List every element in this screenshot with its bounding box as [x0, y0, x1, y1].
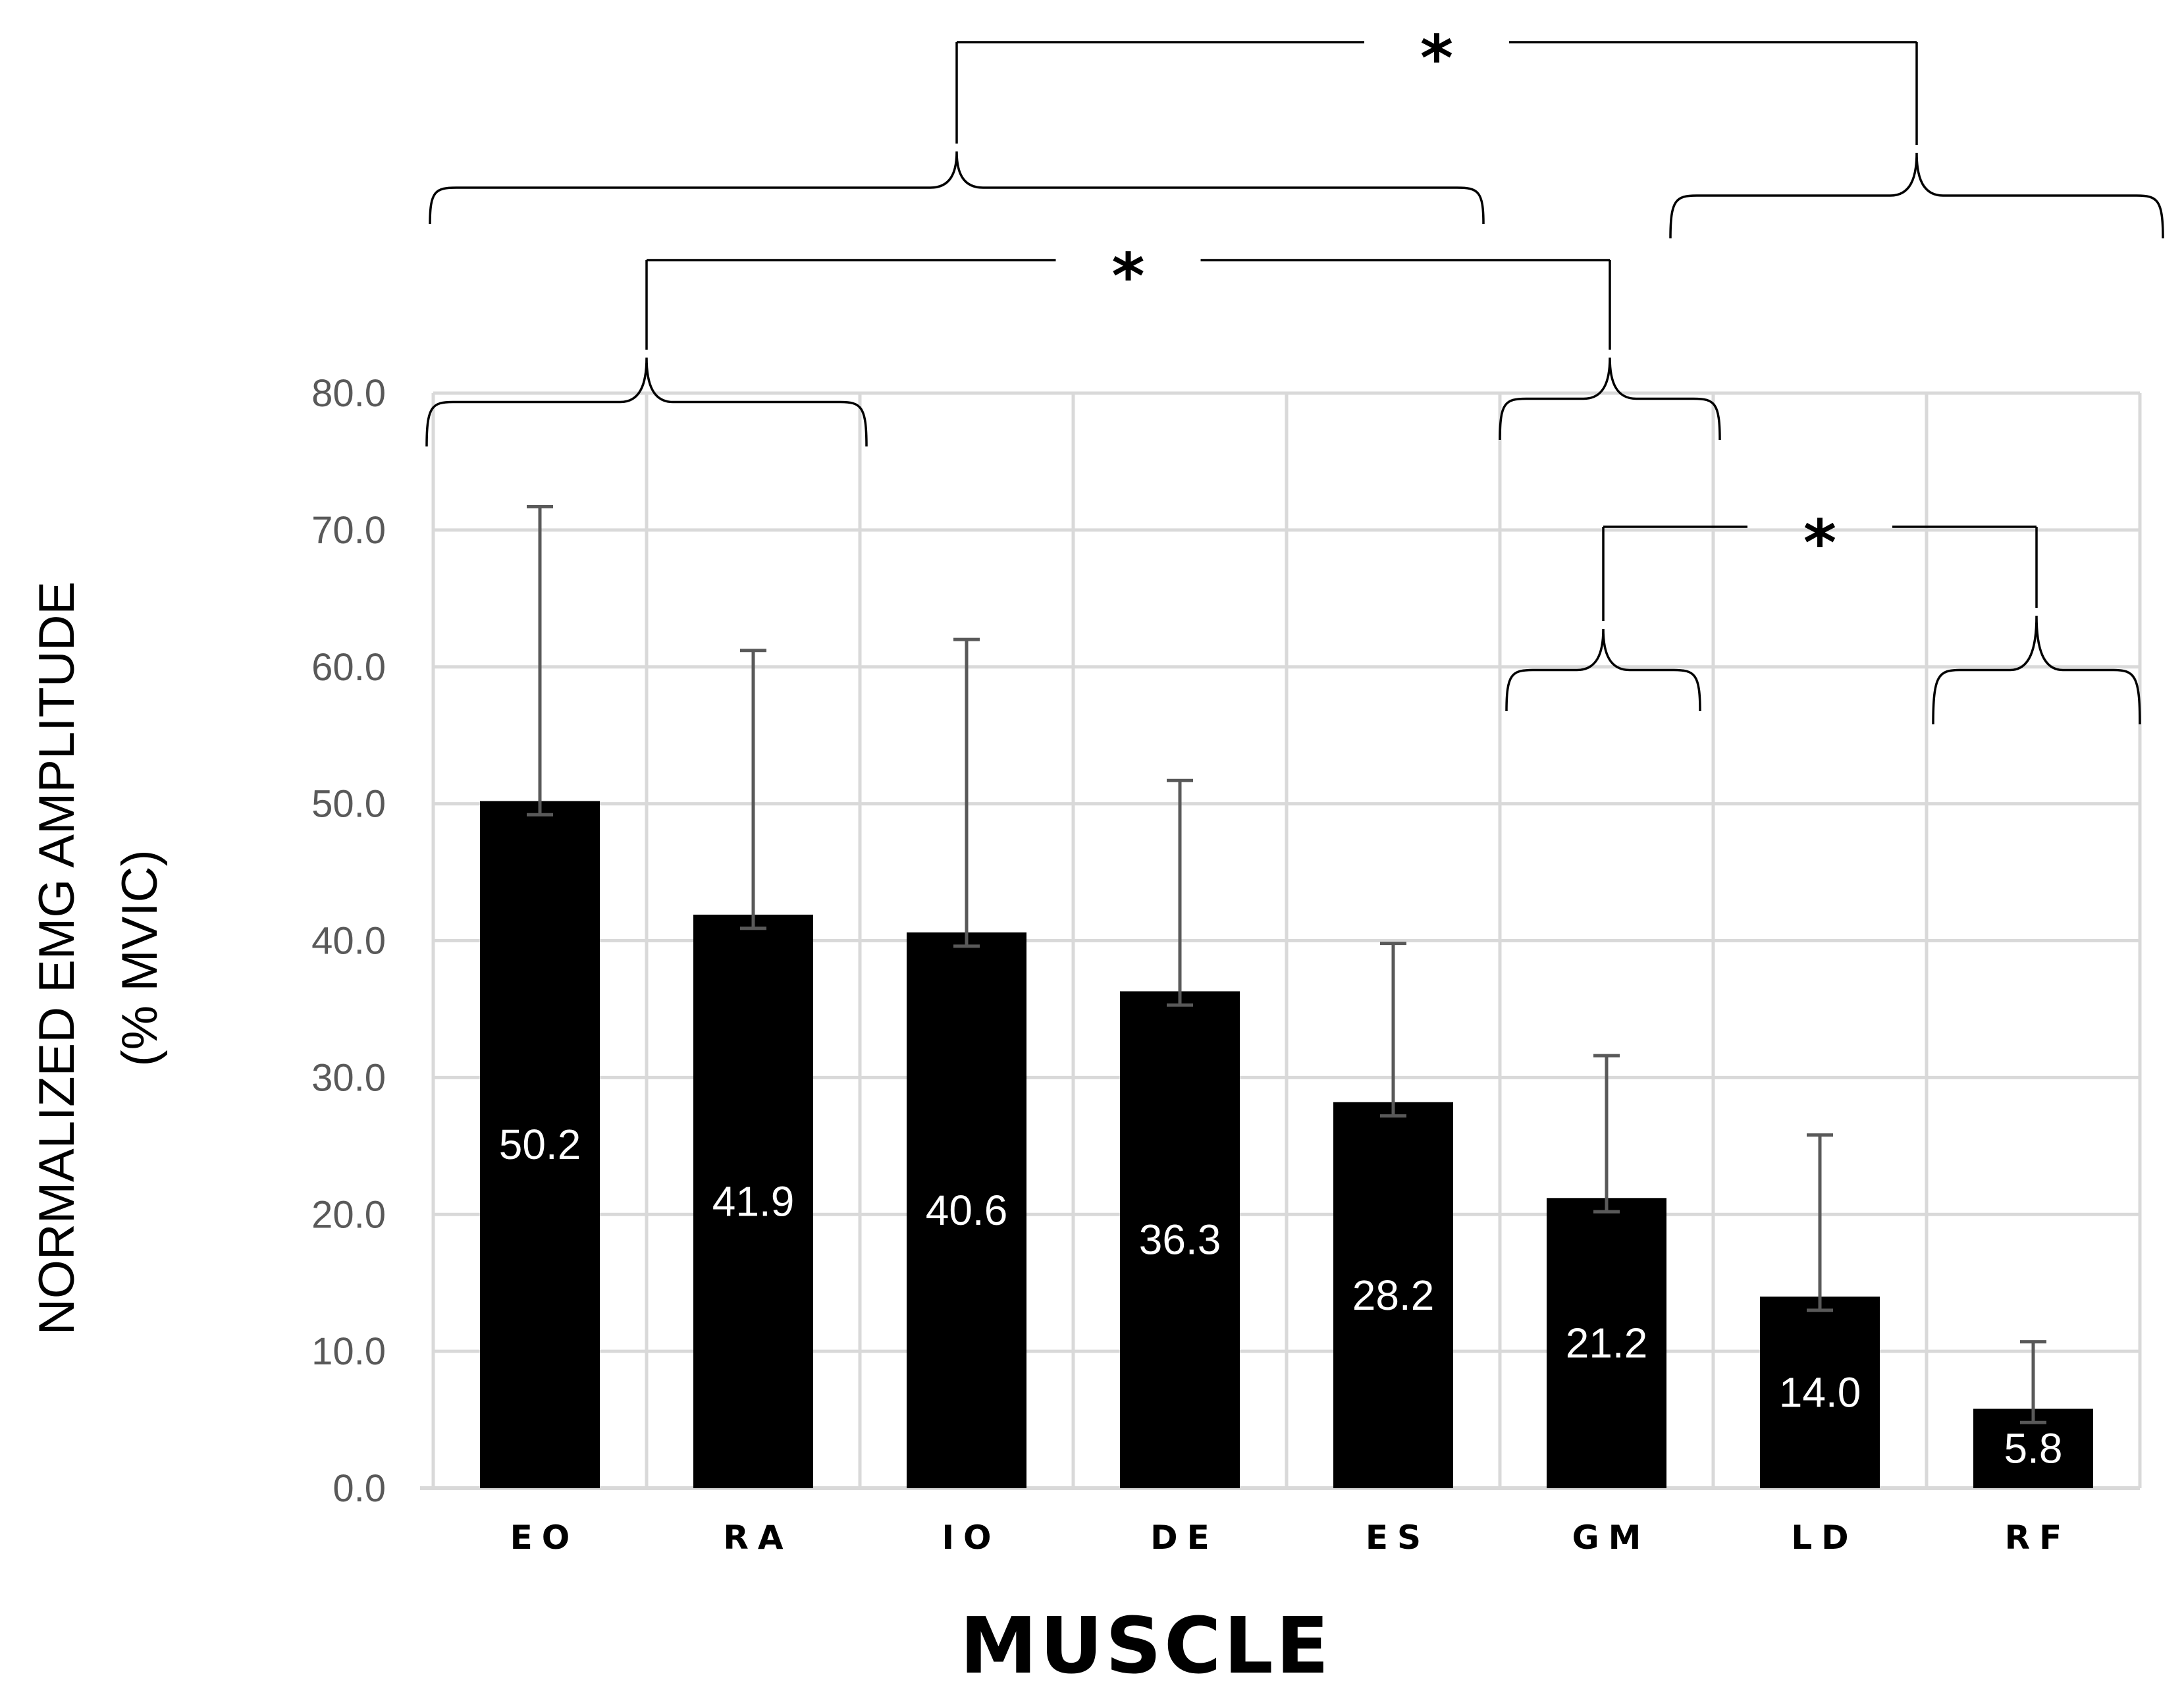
y-tick-label-0: 0.0: [333, 1467, 386, 1510]
error-bars-layer: [527, 505, 2046, 1424]
error-bar-de: [1167, 778, 1193, 1007]
error-bar-io: [953, 637, 980, 948]
y-tick-label-6: 60.0: [311, 646, 386, 689]
value-label-ra: 41.9: [712, 1178, 795, 1225]
brace-group-eo-ra: [425, 357, 868, 447]
significance-layer: * * *: [425, 22, 2164, 725]
y-tick-label-3: 30.0: [311, 1056, 386, 1099]
error-bar-eo: [527, 505, 553, 817]
bar-ld: [1760, 1296, 1880, 1488]
error-bar-rf: [2020, 1340, 2046, 1424]
sig-bracket-3-asterisk: *: [1803, 506, 1836, 580]
x-tick-label-ld: LD: [1791, 1518, 1857, 1557]
bar-es: [1333, 1102, 1453, 1488]
value-label-ld: 14.0: [1779, 1368, 1861, 1416]
grid-layer: 0.0 10.0 20.0 30.0 40.0 50.0 60.0 70.0 80.0: [311, 372, 2142, 1510]
x-tick-label-eo: EO: [510, 1518, 579, 1557]
sig-bracket-1: *: [955, 22, 1918, 145]
bars-layer: [480, 801, 2093, 1488]
x-tick-label-io: IO: [942, 1518, 1000, 1557]
error-bar-ra: [740, 649, 766, 930]
value-label-io: 40.6: [926, 1187, 1008, 1234]
error-bar-es: [1380, 942, 1406, 1118]
y-axis-title-line1: NORMALIZED EMG AMPLITUDE: [29, 581, 85, 1335]
sig-bracket-3: *: [1602, 506, 2038, 621]
bar-gm: [1547, 1198, 1666, 1488]
y-tick-label-7: 70.0: [311, 509, 386, 552]
bar-io: [907, 932, 1026, 1488]
brace-rf: [1932, 615, 2141, 725]
value-label-gm: 21.2: [1566, 1320, 1648, 1367]
y-tick-label-2: 20.0: [311, 1193, 386, 1236]
brace-group-ld-rf: [1669, 152, 2164, 239]
x-axis-title: MUSCLE: [960, 1600, 1332, 1691]
bar-ra: [693, 915, 813, 1488]
y-tick-label-8: 80.0: [311, 372, 386, 415]
brace-group-gm: [1499, 357, 1721, 441]
x-tick-label-de: DE: [1150, 1518, 1219, 1557]
sig-bracket-2: *: [645, 240, 1611, 350]
value-label-rf: 5.8: [2004, 1425, 2063, 1472]
value-label-es: 28.2: [1352, 1272, 1435, 1319]
sig-bracket-1-asterisk: *: [1420, 22, 1453, 95]
value-label-eo: 50.2: [499, 1121, 581, 1168]
x-tick-label-ra: RA: [723, 1518, 792, 1557]
bar-eo: [480, 801, 600, 1488]
value-label-de: 36.3: [1139, 1216, 1221, 1264]
brace-gm: [1505, 628, 1701, 712]
x-tick-label-rf: RF: [2005, 1518, 2071, 1557]
error-bar-ld: [1807, 1133, 1833, 1312]
value-labels-layer: 50.2 EO 41.9 RA 40.6 IO 36.3 DE 28.2 ES 21.2 GM 14.0…: [499, 1121, 2071, 1557]
error-bar-gm: [1593, 1054, 1620, 1214]
sig-bracket-2-asterisk: *: [1111, 240, 1144, 313]
bar-de: [1120, 991, 1240, 1488]
brace-group-eo-es: [429, 151, 1485, 225]
x-tick-label-es: ES: [1366, 1518, 1430, 1557]
y-tick-label-4: 40.0: [311, 920, 386, 963]
y-axis-title-line2: (% MVIC): [112, 849, 168, 1066]
x-tick-label-gm: GM: [1572, 1518, 1651, 1557]
y-tick-label-5: 50.0: [311, 783, 386, 826]
y-tick-label-1: 10.0: [311, 1330, 386, 1373]
